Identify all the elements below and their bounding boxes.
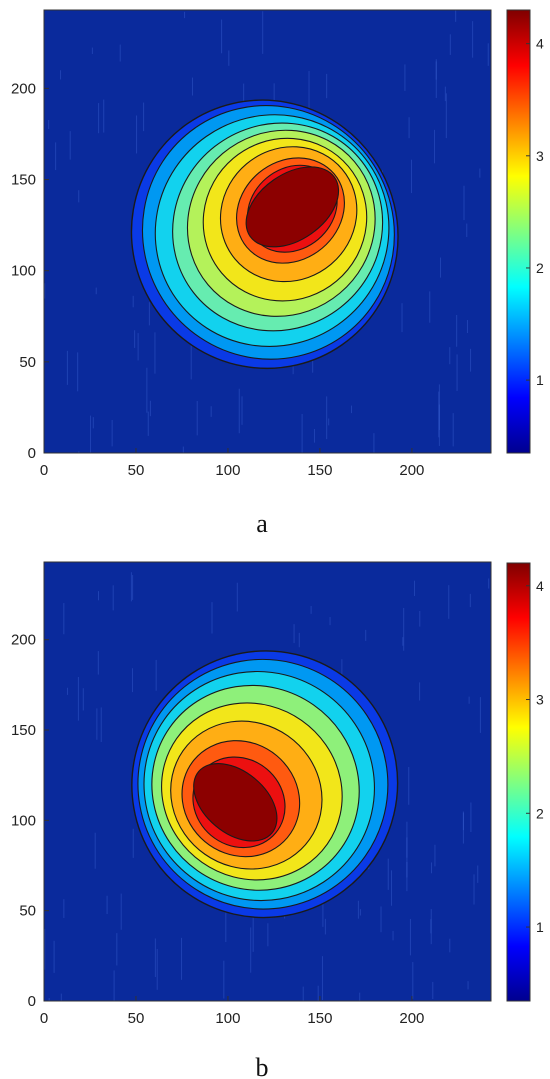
x-tick-label: 200 [399,462,424,479]
colorbar-b [506,562,531,1002]
caption-b: b [256,1053,269,1079]
colorbar-tick-label: 4 [536,36,544,52]
colorbar-ticks-a: 1 2 3 4 [526,36,544,388]
contour-level-4_2 [193,763,278,842]
x-tick-label: 100 [215,1010,240,1027]
x-ticks-b: 0 50 100 150 200 [40,996,424,1027]
y-ticks-a: 0 50 100 150 200 [11,80,49,462]
x-tick-label: 150 [307,1010,332,1027]
y-tick-label: 100 [11,263,36,280]
x-tick-label: 50 [128,1010,145,1027]
y-tick-label: 100 [11,812,36,829]
colorbar-tick-label: 2 [536,805,544,821]
y-tick-label: 50 [19,354,36,371]
y-tick-label: 150 [11,722,36,739]
colorbar-a [506,9,531,454]
x-tick-label: 200 [399,1010,424,1027]
colorbar-tick-label: 1 [536,919,544,935]
panel-b: 0 50 100 150 200 0 50 100 150 200 1 2 3 4 b [11,561,544,1079]
y-tick-label: 0 [28,445,36,462]
x-tick-label: 100 [215,462,240,479]
contour-fills-b [131,650,399,919]
colorbar-tick-label: 4 [536,578,544,594]
caption-a: a [256,509,268,538]
plot-border-a [43,9,492,454]
x-tick-label: 50 [128,462,145,479]
contour-level-4_2 [245,166,340,248]
panel-a: 0 50 100 150 200 0 50 100 150 200 1 2 3 4 a [11,9,544,538]
y-ticks-b: 0 50 100 150 200 [11,632,49,1010]
plot-border-b [43,561,492,1002]
colorbar-tick-label: 3 [536,692,544,708]
contour-fills-a [130,99,399,370]
colorbar-tick-label: 3 [536,148,544,164]
y-tick-label: 150 [11,172,36,189]
y-tick-label: 0 [28,993,36,1010]
y-tick-label: 200 [11,632,36,649]
x-tick-label: 150 [307,462,332,479]
y-tick-label: 200 [11,80,36,97]
y-tick-label: 50 [19,903,36,920]
x-ticks-a: 0 50 100 150 200 [40,448,424,479]
colorbar-tick-label: 2 [536,260,544,276]
x-tick-label: 0 [40,462,48,479]
colorbar-tick-label: 1 [536,372,544,388]
colorbar-ticks-b: 1 2 3 4 [526,578,544,935]
x-tick-label: 0 [40,1010,48,1027]
